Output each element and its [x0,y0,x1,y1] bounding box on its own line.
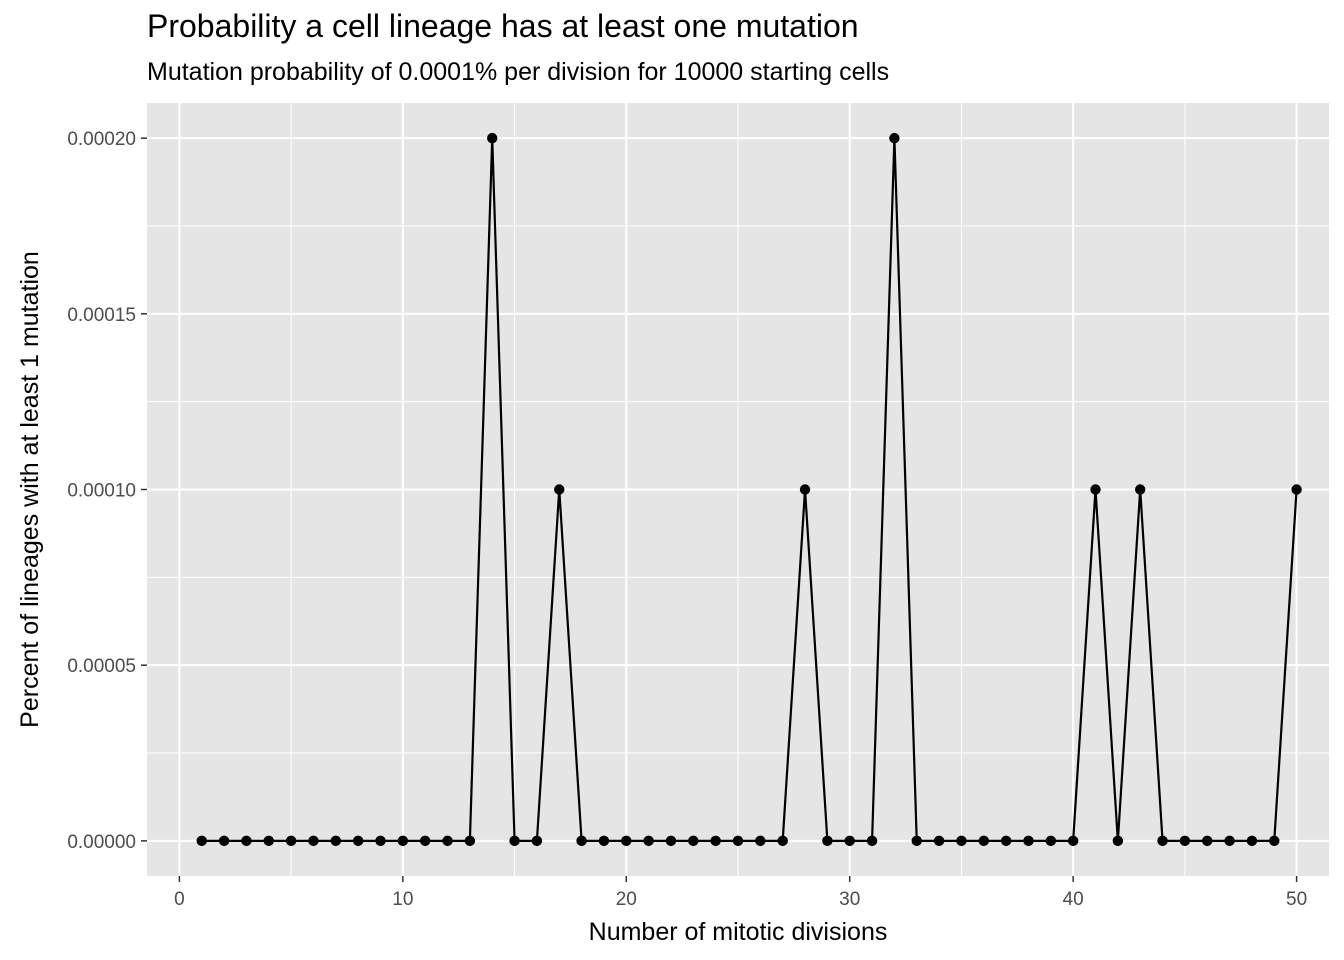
data-point [509,835,520,847]
data-point [1179,835,1191,847]
data-point [1291,484,1302,495]
data-point [844,835,855,847]
data-point [196,835,207,847]
data-point [822,835,833,847]
data-point [598,835,610,847]
data-point [1112,835,1124,847]
data-point [1157,835,1168,847]
chart-title: Probability a cell lineage has at least … [147,8,859,44]
x-tick-label: 0 [174,889,185,910]
data-point [1090,484,1101,495]
y-axis-title: Percent of lineages with at least 1 muta… [16,251,44,728]
data-point [1023,835,1034,847]
y-tick-label: 0.00010 [67,481,136,502]
data-point [665,835,677,847]
data-point [375,835,386,847]
data-point [911,835,922,847]
data-point [576,835,587,847]
data-point [352,835,364,847]
y-axis-ticks: 0.00000 0.00005 0.00010 0.00015 0.00020 [67,129,147,853]
x-axis-ticks: 0 10 20 30 40 50 [174,876,1307,910]
x-tick-label: 30 [839,889,860,910]
data-point [241,835,252,847]
x-tick-label: 20 [616,889,637,910]
data-point [1134,484,1146,495]
data-point [554,484,565,495]
data-point [1246,835,1258,847]
y-tick-label: 0.00020 [67,129,136,150]
data-point [442,835,453,847]
data-point [732,835,744,847]
data-point [1045,835,1057,847]
data-point [1269,835,1280,847]
data-point [1000,835,1012,847]
series-layer [196,132,1302,847]
data-point [933,835,945,847]
data-point [464,835,476,847]
data-point [263,835,274,847]
data-point [866,835,878,847]
data-point [889,132,900,144]
data-point [1067,835,1079,847]
x-axis-title: Number of mitotic divisions [589,918,888,946]
y-tick-label: 0.00015 [67,305,136,326]
data-point [978,835,989,847]
y-tick-label: 0.00005 [67,656,136,677]
data-point [1224,835,1235,847]
data-point [531,835,543,847]
data-point [285,835,297,847]
data-point [419,835,431,847]
x-tick-label: 10 [392,889,413,910]
data-point [755,835,766,847]
data-point [308,835,319,847]
x-tick-label: 50 [1286,889,1307,910]
data-point [777,835,788,847]
x-tick-label: 40 [1063,889,1084,910]
data-point [621,835,632,847]
data-point [330,835,342,847]
data-point [397,835,409,847]
data-point [218,835,230,847]
data-point [643,835,654,847]
data-point [799,484,811,495]
data-point [688,835,699,847]
data-point [710,835,721,847]
data-point [1202,835,1213,847]
data-point [487,132,498,144]
chart-subtitle: Mutation probability of 0.0001% per divi… [147,58,890,86]
data-point [956,835,967,847]
y-tick-label: 0.00000 [67,832,136,853]
